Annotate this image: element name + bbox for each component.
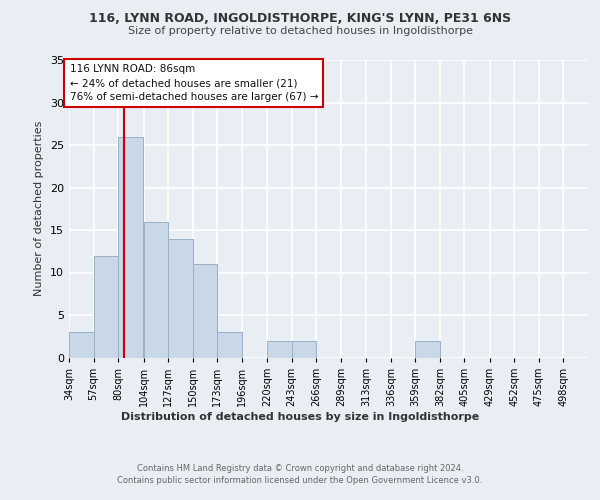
Text: Contains HM Land Registry data © Crown copyright and database right 2024.: Contains HM Land Registry data © Crown c… (137, 464, 463, 473)
Bar (292, 340, 316, 357)
Bar (267, 340, 292, 357)
Bar (217, 332, 242, 357)
Bar (118, 136, 143, 358)
Bar (193, 264, 217, 358)
Text: Contains public sector information licensed under the Open Government Licence v3: Contains public sector information licen… (118, 476, 482, 485)
Text: 116, LYNN ROAD, INGOLDISTHORPE, KING'S LYNN, PE31 6NS: 116, LYNN ROAD, INGOLDISTHORPE, KING'S L… (89, 12, 511, 26)
Y-axis label: Number of detached properties: Number of detached properties (34, 121, 44, 296)
Text: Size of property relative to detached houses in Ingoldisthorpe: Size of property relative to detached ho… (128, 26, 473, 36)
Text: 116 LYNN ROAD: 86sqm
← 24% of detached houses are smaller (21)
76% of semi-detac: 116 LYNN ROAD: 86sqm ← 24% of detached h… (70, 64, 318, 102)
Bar (168, 238, 193, 358)
Bar (94, 256, 118, 358)
Bar (143, 222, 168, 358)
Text: Distribution of detached houses by size in Ingoldisthorpe: Distribution of detached houses by size … (121, 412, 479, 422)
Bar (69, 332, 94, 357)
Bar (415, 340, 440, 357)
